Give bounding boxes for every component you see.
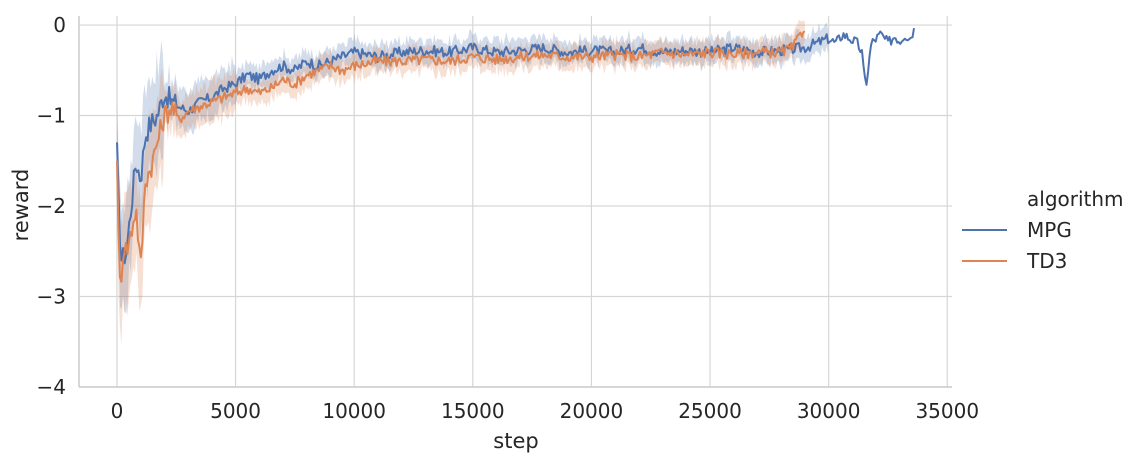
x-tick-label: 5000	[210, 399, 261, 423]
line-td3	[116, 30, 806, 283]
x-tick-label: 0	[111, 399, 124, 423]
x-axis-label: step	[493, 429, 538, 453]
y-tick-label: −2	[37, 194, 66, 218]
x-tick-label: 20000	[560, 399, 624, 423]
x-tick-label: 10000	[322, 399, 386, 423]
legend-title: algorithm	[1027, 187, 1124, 211]
grid	[79, 16, 952, 388]
x-tick-label: 15000	[441, 399, 505, 423]
y-axis-label: reward	[9, 169, 33, 242]
x-tick-label: 30000	[797, 399, 861, 423]
y-tick-label: −4	[37, 375, 66, 399]
y-tick-label: −1	[37, 104, 66, 128]
y-tick-labels: 0 −1 −2 −3 −4	[37, 13, 66, 399]
y-tick-label: 0	[53, 13, 66, 37]
legend: algorithm MPG TD3	[962, 187, 1124, 273]
y-tick-label: −3	[37, 285, 66, 309]
x-tick-label: 25000	[678, 399, 742, 423]
line-mpg	[116, 27, 915, 265]
legend-label-td3: TD3	[1026, 249, 1067, 273]
legend-label-mpg: MPG	[1027, 218, 1072, 242]
x-tick-labels: 0 5000 10000 15000 20000 25000 30000 35000	[111, 399, 979, 423]
axes	[78, 16, 952, 388]
series-lines	[116, 27, 915, 283]
x-tick-label: 35000	[915, 399, 979, 423]
